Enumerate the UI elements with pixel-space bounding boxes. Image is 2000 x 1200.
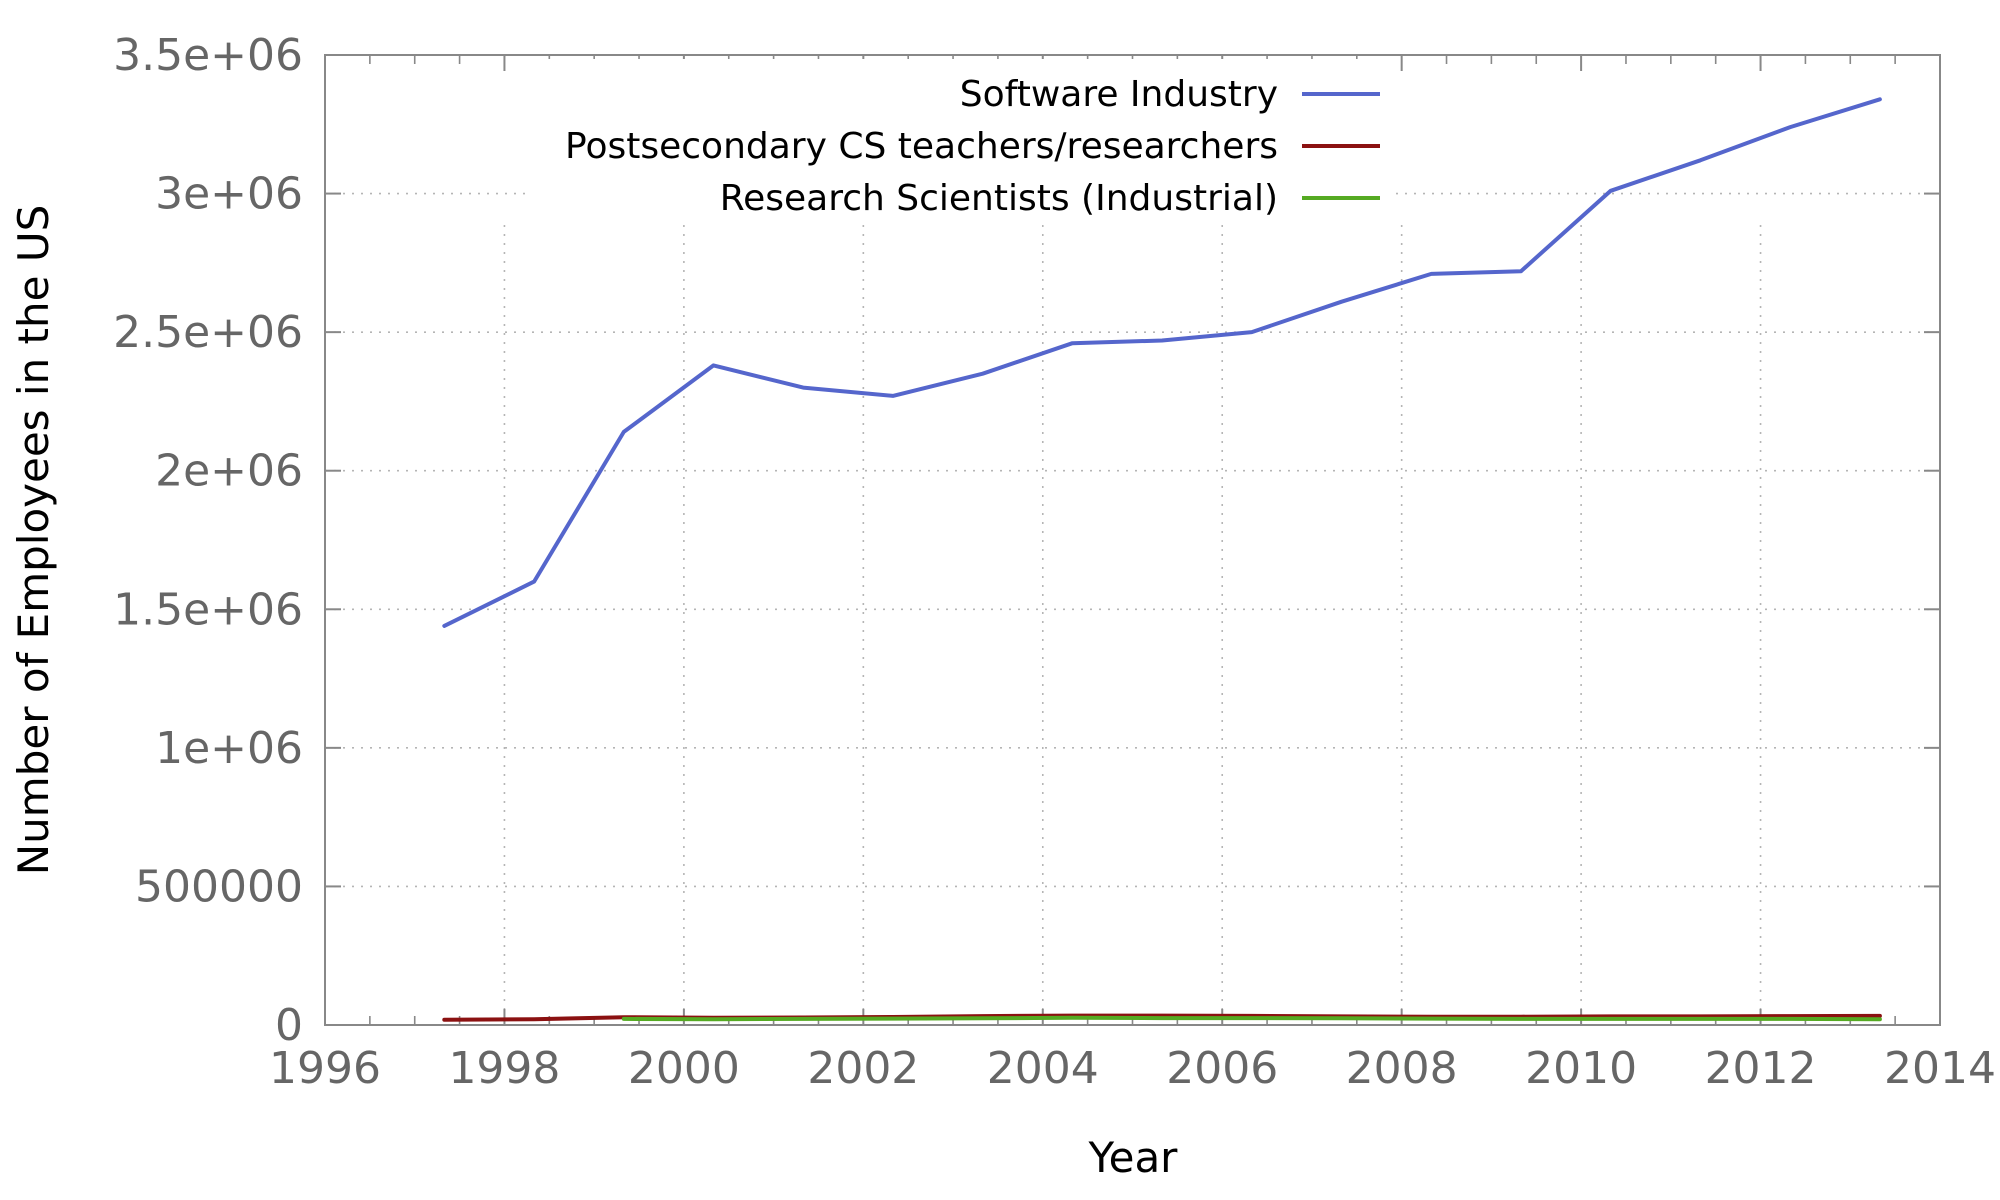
x-tick-label: 2010 <box>1525 1043 1637 1094</box>
legend-label-2: Research Scientists (Industrial) <box>720 178 1278 219</box>
legend-label-1: Postsecondary CS teachers/researchers <box>565 126 1278 167</box>
x-tick-label: 2004 <box>987 1043 1099 1094</box>
x-tick-label: 2002 <box>807 1043 919 1094</box>
y-tick-label: 2.5e+06 <box>113 307 303 358</box>
series-line-2 <box>621 1015 1882 1022</box>
x-tick-label: 2014 <box>1884 1043 1996 1094</box>
legend-background <box>530 59 1395 225</box>
y-tick-label: 500000 <box>135 861 303 912</box>
legend-label-0: Software Industry <box>960 74 1278 115</box>
x-tick-label: 2000 <box>628 1043 740 1094</box>
y-tick-label: 1e+06 <box>155 723 303 774</box>
y-tick-label: 1.5e+06 <box>113 584 303 635</box>
x-tick-label: 1996 <box>269 1043 381 1094</box>
x-tick-label: 2006 <box>1166 1043 1278 1094</box>
y-tick-label: 3e+06 <box>155 169 303 220</box>
series-line-0 <box>442 97 1882 628</box>
x-tick-label: 1998 <box>448 1043 560 1094</box>
y-tick-label: 2e+06 <box>155 446 303 497</box>
x-tick-label: 2012 <box>1705 1043 1817 1094</box>
x-axis-title: Year <box>1088 1133 1179 1182</box>
axis-ticks: 1996 1998 2000 2002 2004 2006 2008 2010 2012 2014… <box>113 30 1996 1094</box>
x-tick-label: 2008 <box>1346 1043 1458 1094</box>
y-tick-label: 0 <box>275 1000 303 1051</box>
series-lines <box>442 97 1882 1022</box>
legend: Software Industry Postsecondary CS teache… <box>530 59 1395 225</box>
y-tick-label: 3.5e+06 <box>113 30 303 81</box>
y-axis-title: Number of Employees in the US <box>9 205 58 875</box>
